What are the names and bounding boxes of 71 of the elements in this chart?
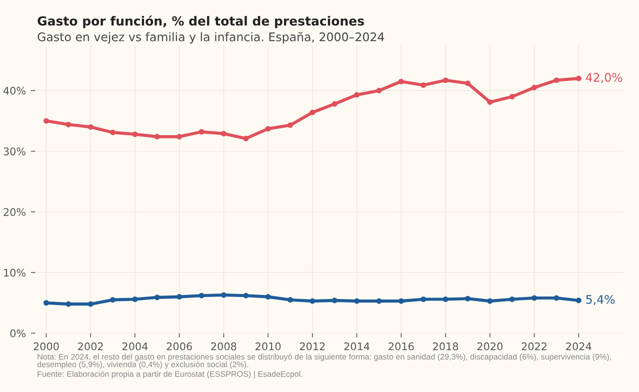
x-tick-label: 2008: [211, 342, 236, 350]
x-tick-label: 2022: [522, 342, 546, 350]
y-tick-label: 20%: [4, 208, 26, 216]
point: [265, 294, 271, 300]
point: [509, 296, 515, 302]
text: Nota: En 2024, el resto del gasto en prestaciones sociales se distribuyó de la siguiente forma: gasto en sanidad (29,3%), discapacidad (6%), supervivencia (9%), desempleo (5,9%), vivienda (0,4%) y exclusión social (2%).: [37, 354, 611, 369]
chart-title: Gasto por función, % del total de prestaciones: [38, 15, 364, 28]
y-tick-label: 30%: [4, 147, 26, 156]
x-tick-label: 2004: [122, 342, 148, 350]
point: [310, 298, 316, 304]
data-label: 42,0%: [586, 72, 622, 84]
x-tick-label: 2014: [344, 342, 370, 350]
point: [442, 296, 448, 302]
point: [198, 292, 204, 298]
point: [420, 82, 426, 88]
point: [532, 84, 538, 90]
point: [154, 294, 160, 300]
point: [376, 298, 382, 304]
point: [43, 118, 50, 124]
x-tick-label: 2010: [256, 342, 281, 350]
point: [554, 295, 560, 301]
data-label: 5,4%: [586, 294, 615, 306]
x-tick-label: 2000: [34, 342, 59, 350]
y-tick-label: 0%: [10, 329, 26, 338]
point: [243, 292, 249, 298]
point: [354, 92, 360, 98]
x-tick-label: 2002: [78, 342, 103, 350]
point: [132, 131, 138, 138]
point: [66, 122, 72, 128]
point: [332, 101, 338, 107]
y-tick-label: 40%: [3, 86, 26, 95]
point: [376, 88, 382, 94]
point: [310, 110, 316, 116]
x-tick-label: 2006: [166, 342, 192, 350]
point: [220, 130, 226, 136]
point: [176, 134, 182, 140]
y-tick-label: 10%: [4, 268, 26, 277]
x-tick-label: 2020: [477, 342, 502, 350]
point: [420, 296, 426, 302]
point: [88, 301, 94, 307]
x-tick-label: 2016: [388, 342, 414, 350]
point: [442, 77, 448, 84]
point: [509, 94, 515, 100]
point: [576, 298, 582, 304]
point: [287, 297, 294, 303]
point: [88, 124, 94, 130]
point: [154, 134, 160, 140]
point: [464, 80, 471, 86]
x-tick-label: 2012: [300, 342, 325, 350]
point: [265, 126, 271, 132]
point: [487, 99, 493, 105]
point: [110, 297, 116, 303]
point: [132, 296, 138, 302]
x-tick-label: 2018: [433, 342, 458, 350]
point: [554, 77, 560, 84]
point: [66, 301, 72, 307]
point: [198, 129, 204, 135]
point: [487, 298, 493, 304]
point: [332, 298, 338, 304]
point: [110, 130, 116, 136]
x-tick-label: 2024: [566, 342, 592, 350]
point: [220, 292, 226, 298]
point: [576, 76, 582, 82]
point: [243, 136, 249, 142]
point: [398, 78, 404, 84]
source-note: Fuente: Elaboración propia a partir de Eurostat (ESSPROS) | EsadeEcpol.: [38, 370, 302, 378]
point: [464, 296, 471, 302]
chart-subtitle: Gasto en vejez vs familia y la infancia. España, 2000–2024: [38, 32, 384, 44]
point: [43, 300, 50, 306]
point: [176, 294, 182, 300]
point: [287, 122, 294, 128]
